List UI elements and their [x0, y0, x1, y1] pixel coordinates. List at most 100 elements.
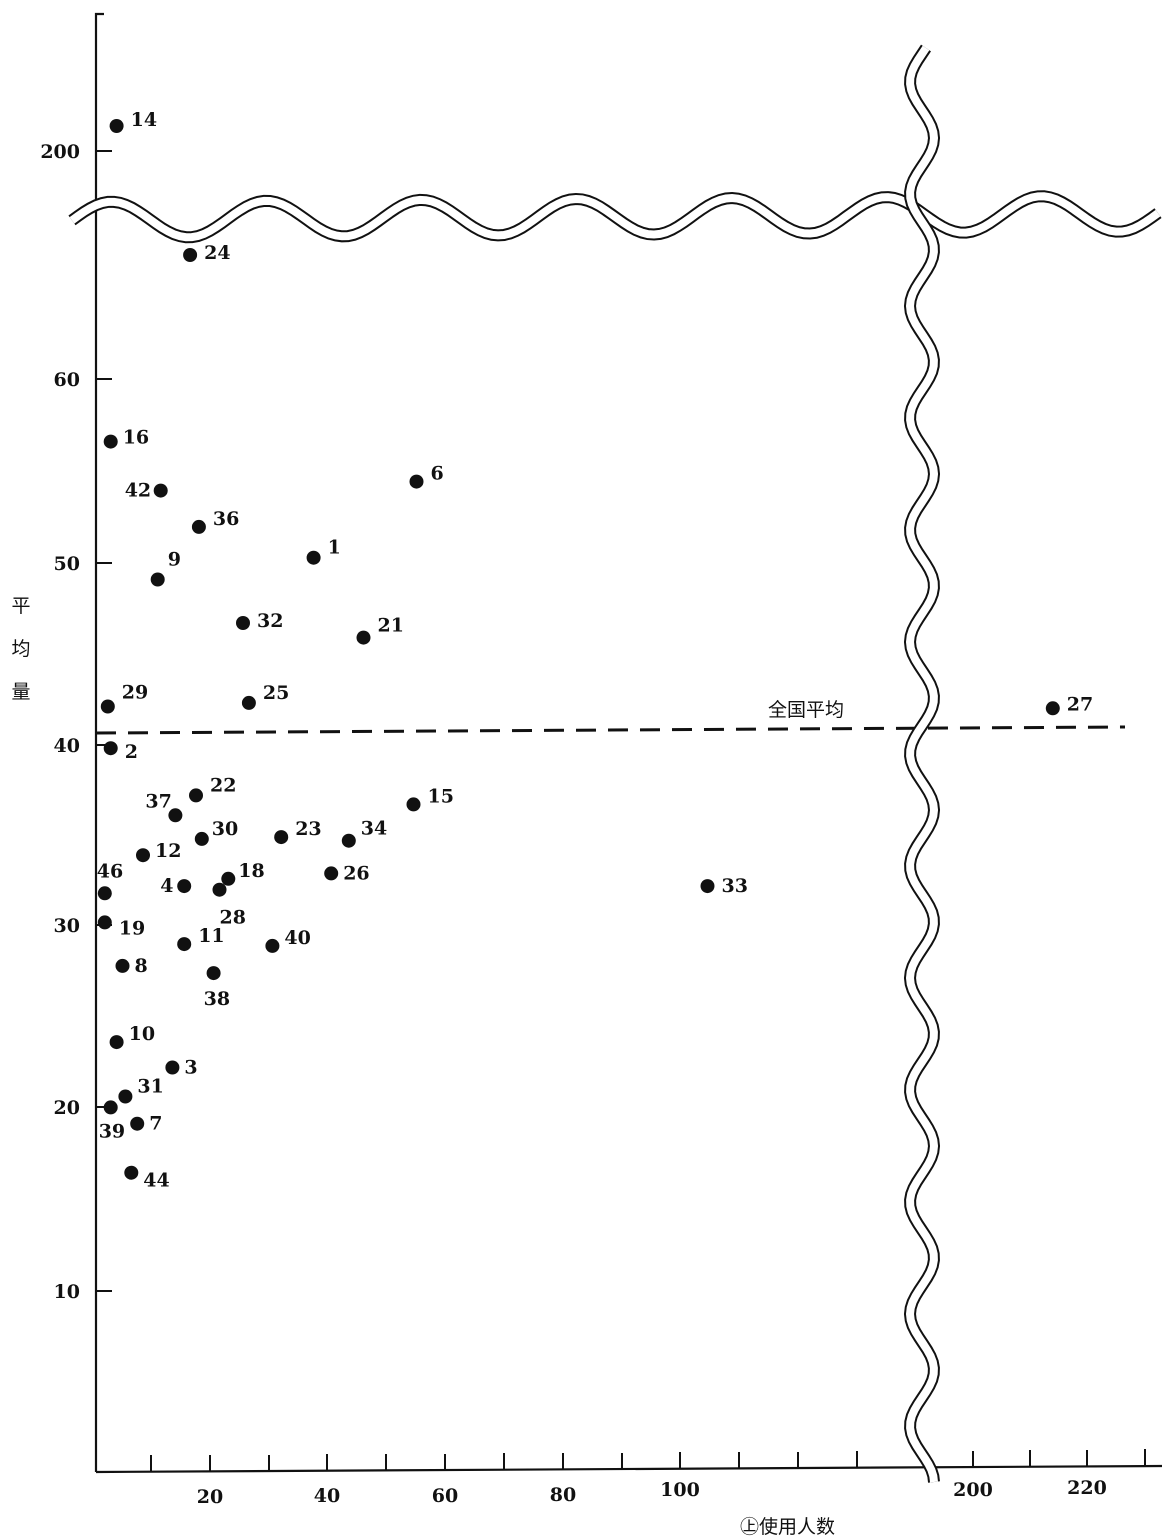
data-point-27: [1045, 701, 1060, 716]
x-tick-label: 100: [660, 1479, 700, 1501]
data-point-39: [103, 1100, 118, 1115]
data-point-12: [136, 848, 150, 863]
data-point-label: 2: [125, 741, 138, 763]
data-point-34: [341, 833, 356, 848]
data-point-label: 7: [149, 1113, 162, 1135]
x-axis-title: ㊤使用人数: [740, 1516, 835, 1538]
y-tick-label: 30: [54, 915, 80, 937]
x-axis-break: [903, 44, 941, 1483]
data-point-label: 1: [328, 537, 341, 559]
y-axis: [94, 12, 104, 1472]
data-point-label: 8: [135, 955, 148, 977]
national-average-line: [95, 725, 1126, 735]
y-axis-title: 平均量: [11, 595, 30, 703]
data-point-32: [236, 616, 250, 630]
data-point-10: [109, 1035, 124, 1050]
national-average-label: 全国平均: [768, 699, 844, 721]
data-point-11: [177, 937, 192, 952]
data-point-label: 44: [143, 1170, 169, 1192]
y-axis-break: [68, 190, 1162, 244]
data-point-7: [130, 1116, 145, 1131]
data-point-label: 15: [428, 785, 454, 807]
data-point-2: [103, 741, 118, 756]
data-point-28: [212, 882, 227, 897]
data-point-label: 12: [155, 840, 181, 862]
x-tick-label: 20: [197, 1486, 223, 1508]
x-tick-label: 40: [314, 1485, 340, 1507]
data-point-26: [324, 866, 339, 881]
data-point-label: 42: [125, 480, 151, 502]
data-point-label: 11: [198, 925, 224, 947]
data-point-29: [100, 699, 115, 714]
data-point-21: [356, 630, 371, 645]
data-point-38: [206, 966, 221, 981]
y-tick-label: 10: [54, 1281, 80, 1303]
y-tick-labels: 200 60 50 40 30 20 10: [40, 141, 80, 1303]
x-tick-label: 220: [1067, 1477, 1107, 1499]
data-point-30: [194, 831, 209, 846]
data-point-6: [409, 474, 424, 489]
y-tick-label: 200: [40, 141, 80, 163]
data-point-label: 33: [722, 875, 748, 897]
data-point-label: 36: [213, 508, 239, 530]
data-point-19: [97, 915, 112, 930]
data-point-label: 3: [184, 1057, 197, 1079]
data-point-label: 27: [1067, 693, 1093, 715]
data-point-4: [177, 879, 192, 894]
data-point-9: [150, 572, 165, 587]
data-point-14: [109, 119, 124, 133]
data-point-18: [221, 871, 236, 886]
data-point-44: [124, 1165, 139, 1180]
y-tick-label: 20: [54, 1097, 80, 1119]
data-point-1: [306, 550, 321, 565]
y-tick-label: 50: [54, 553, 80, 575]
data-point-label: 10: [129, 1023, 155, 1045]
data-point-40: [265, 938, 280, 953]
y-tick-label: 40: [54, 735, 80, 757]
data-point-24: [183, 248, 198, 262]
data-point-23: [274, 830, 289, 845]
data-point-label: 22: [210, 774, 236, 796]
data-point-label: 25: [263, 682, 289, 704]
x-axis: [95, 1464, 1162, 1474]
data-point-label: 18: [238, 860, 264, 882]
data-point-46: [97, 886, 112, 901]
data-point-label: 4: [160, 875, 173, 897]
data-point-label: 32: [257, 610, 283, 632]
x-tick-label: 60: [432, 1485, 458, 1507]
data-point-8: [115, 958, 130, 973]
data-point-label: 9: [168, 549, 181, 571]
data-point-36: [191, 519, 206, 534]
data-point-33: [700, 879, 715, 894]
data-point-label: 46: [97, 860, 123, 882]
data-point-42: [153, 483, 168, 498]
data-point-label: 26: [343, 862, 369, 884]
data-point-15: [406, 797, 421, 812]
data-point-label: 19: [119, 917, 145, 939]
y-tick-label: 60: [54, 369, 80, 391]
x-tick-labels: 20 40 60 80 100 200 220: [197, 1477, 1107, 1508]
data-point-label: 34: [361, 818, 387, 840]
data-point-label: 37: [145, 790, 171, 812]
data-point-label: 28: [220, 907, 246, 929]
x-axis-ticks: [150, 1449, 1146, 1472]
data-point-label: 40: [284, 927, 310, 949]
x-tick-label: 200: [953, 1479, 993, 1501]
data-point-label: 30: [212, 818, 238, 840]
x-tick-label: 80: [550, 1484, 576, 1506]
data-point-37: [168, 808, 183, 823]
data-point-label: 14: [131, 109, 157, 131]
data-point-label: 23: [295, 818, 321, 840]
data-point-22: [189, 788, 203, 803]
data-point-16: [103, 434, 118, 449]
data-point-label: 24: [204, 242, 230, 264]
data-point-label: 29: [122, 682, 148, 704]
data-point-label: 21: [378, 615, 404, 637]
data-point-label: 39: [99, 1120, 125, 1142]
data-point-3: [165, 1060, 180, 1075]
data-point-label: 31: [137, 1076, 163, 1098]
data-point-25: [241, 695, 256, 710]
data-point-label: 38: [204, 988, 230, 1010]
